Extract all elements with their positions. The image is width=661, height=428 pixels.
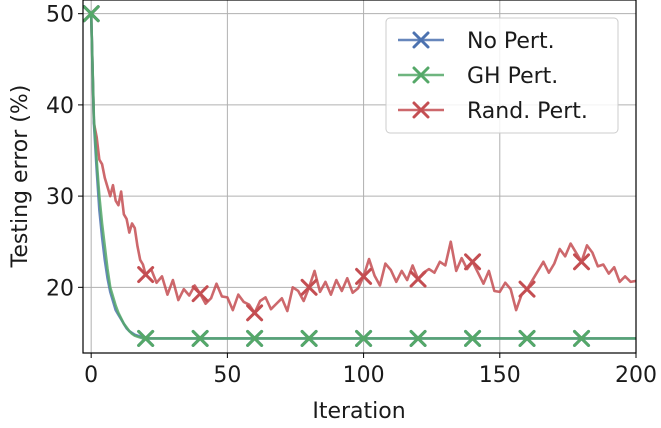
legend-label: GH Pert.	[467, 64, 558, 89]
legend-label: No Pert.	[467, 29, 555, 54]
series-marker-rand-pert	[518, 280, 536, 298]
series-marker-rand-pert	[246, 304, 264, 322]
series-marker-rand-pert	[300, 278, 318, 296]
plot-frame	[82, 0, 637, 354]
series-marker-gh-pert	[573, 329, 591, 347]
x-tick-label: 50	[213, 363, 241, 388]
series-marker-gh-pert	[355, 329, 373, 347]
series-marker-rand-pert	[464, 253, 482, 271]
x-tick-label: 0	[84, 363, 98, 388]
series-marker-rand-pert	[573, 253, 591, 271]
y-axis-label: Testing error (%)	[8, 85, 33, 269]
series-marker-rand-pert	[137, 266, 155, 284]
legend-box	[385, 17, 619, 134]
series-marker-gh-pert	[300, 329, 318, 347]
series-marker-gh-pert	[246, 329, 264, 347]
legend-marker-no-pert	[412, 31, 430, 49]
x-axis-label: Iteration	[312, 399, 405, 424]
y-tick-label: 50	[46, 3, 74, 28]
series-marker-gh-pert	[82, 5, 100, 23]
y-tick-label: 20	[46, 276, 74, 301]
y-tick-label: 30	[46, 185, 74, 210]
series-marker-gh-pert	[464, 329, 482, 347]
series-marker-gh-pert	[409, 329, 427, 347]
series-marker-rand-pert	[409, 270, 427, 288]
series-marker-rand-pert	[191, 285, 209, 303]
series-layer	[82, 5, 637, 347]
x-tick-label: 100	[343, 363, 385, 388]
y-tick-label: 40	[46, 94, 74, 119]
ticks: 0 50 100 150 200 20 30 40 50	[46, 3, 657, 388]
series-line-rand-pert	[89, 13, 637, 315]
series-marker-gh-pert	[191, 329, 209, 347]
legend-marker-gh-pert	[412, 66, 430, 84]
series-marker-rand-pert	[355, 267, 373, 285]
legend: No Pert. GH Pert. Rand. Pert.	[385, 17, 619, 134]
x-tick-label: 150	[479, 363, 521, 388]
x-tick-label: 200	[615, 363, 657, 388]
series-marker-gh-pert	[137, 329, 155, 347]
series-marker-gh-pert	[518, 329, 536, 347]
legend-label: Rand. Pert.	[467, 99, 588, 124]
legend-marker-rand-pert	[412, 101, 430, 119]
